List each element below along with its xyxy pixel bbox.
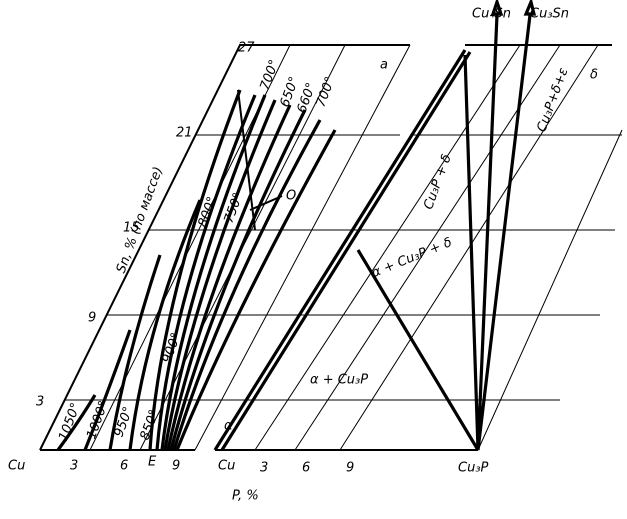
region-label: Cu₃P + δ bbox=[421, 152, 455, 211]
p-tick: 3 bbox=[260, 461, 268, 476]
p-tick: 6 bbox=[120, 459, 128, 474]
left-frame bbox=[39, 44, 411, 451]
isotherm-curve bbox=[163, 99, 277, 451]
point-label: O bbox=[286, 189, 296, 204]
isotherm-label: 700° bbox=[258, 58, 283, 93]
isotherm-curve bbox=[56, 394, 97, 451]
isotherm-curve bbox=[155, 94, 257, 451]
p-tick: 9 bbox=[172, 459, 180, 474]
isotherm-label: 700° bbox=[314, 75, 339, 110]
sn-tick: 27 bbox=[238, 41, 255, 56]
left-grid-h bbox=[64, 44, 410, 401]
p-axis-label: P, % bbox=[232, 489, 259, 504]
isotherm-curve bbox=[172, 119, 322, 451]
p-tick: Cu bbox=[218, 459, 235, 474]
isotherm-curve bbox=[237, 89, 283, 231]
left-border bbox=[39, 44, 410, 451]
region-label: α + Cu₃P bbox=[310, 373, 368, 388]
phase-label: Cu₃Sn bbox=[530, 7, 569, 22]
isotherm-curve bbox=[169, 109, 307, 451]
region-label: α + Cu₃P + δ bbox=[370, 235, 455, 281]
isotherm-curve bbox=[83, 329, 132, 451]
isotherm-curve bbox=[175, 129, 337, 451]
sn-tick: 21 bbox=[176, 126, 193, 141]
right-base bbox=[215, 44, 612, 451]
isotherm-curve bbox=[148, 89, 242, 451]
right-grid-h bbox=[245, 134, 622, 401]
phase-label: Cu₄Sn bbox=[472, 7, 511, 22]
p-tick: E bbox=[148, 455, 157, 470]
alpha-label: α bbox=[224, 419, 233, 434]
isotherm-curve bbox=[166, 104, 292, 451]
p-tick: Cu bbox=[8, 459, 25, 474]
corner-label: a bbox=[380, 58, 388, 73]
right-frame bbox=[213, 0, 623, 451]
p-tick: 9 bbox=[346, 461, 354, 476]
sn-tick: 15 bbox=[123, 221, 140, 236]
phase-lines bbox=[356, 14, 532, 451]
delta-label: δ bbox=[590, 68, 598, 83]
p-tick: 3 bbox=[70, 459, 78, 474]
isotherm-curve bbox=[160, 94, 267, 451]
sn-tick: 3 bbox=[36, 395, 44, 410]
isotherm-curve bbox=[108, 254, 162, 451]
isotherms bbox=[56, 89, 337, 451]
arrow-heads bbox=[490, 0, 537, 16]
p-tick: 6 bbox=[302, 461, 310, 476]
right-grid-v bbox=[254, 44, 623, 451]
isotherm-curve bbox=[128, 199, 202, 451]
compound-label: Cu₃P bbox=[458, 461, 489, 476]
right-border bbox=[213, 49, 472, 451]
sn-tick: 9 bbox=[88, 311, 96, 326]
